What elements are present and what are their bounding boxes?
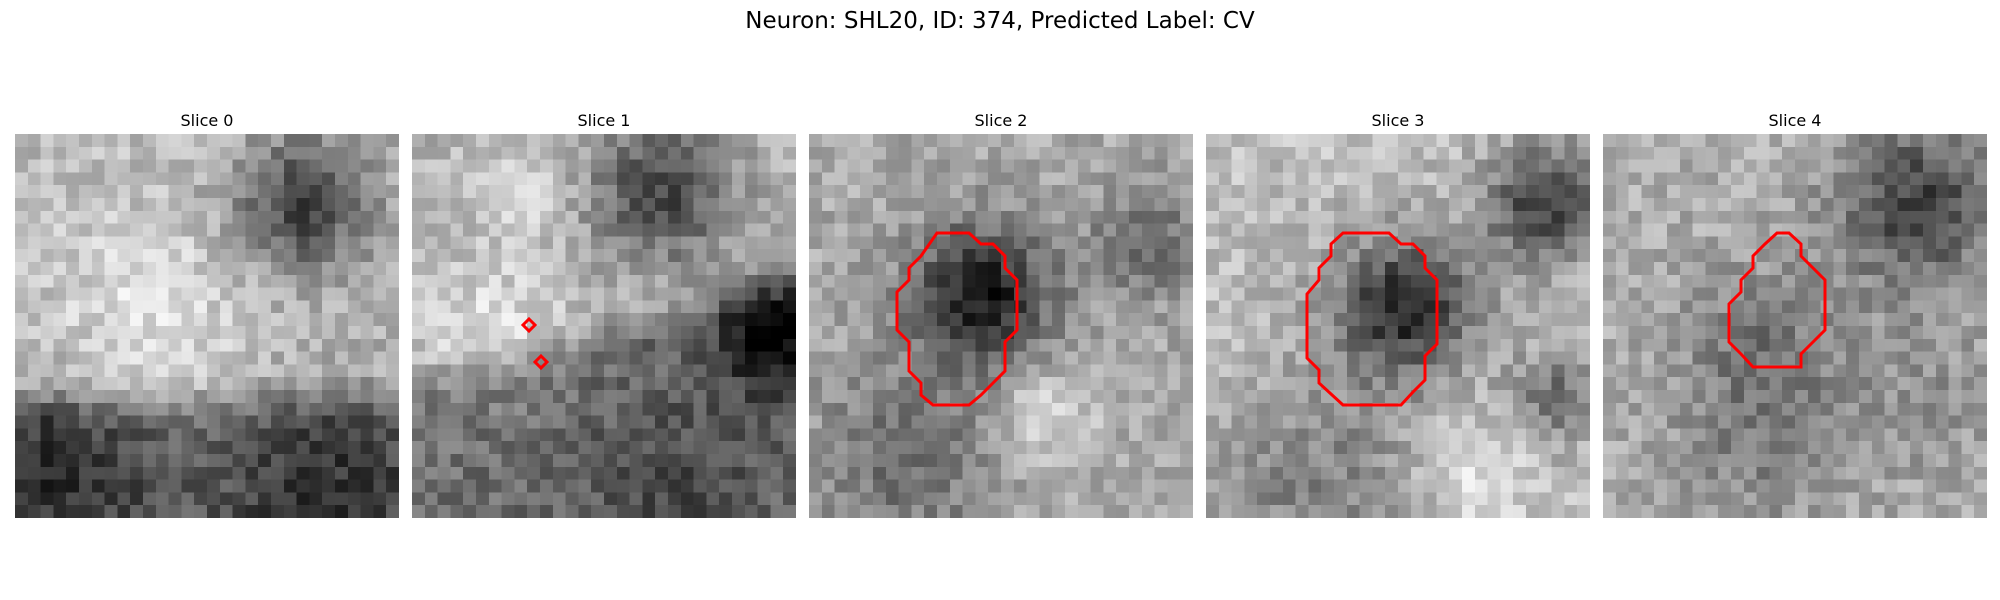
microscopy-image xyxy=(15,134,399,518)
slice-image-2 xyxy=(809,134,1193,518)
contour-overlay xyxy=(1305,231,1439,407)
contour-outline xyxy=(1727,231,1827,369)
contour-outline xyxy=(895,231,1019,407)
slice-panel-0: Slice 0 xyxy=(15,108,399,518)
slice-title: Slice 2 xyxy=(974,111,1028,130)
slice-panel-1: Slice 1 xyxy=(412,108,796,518)
slice-title: Slice 4 xyxy=(1768,111,1822,130)
slice-image-0 xyxy=(15,134,399,518)
contour-marker xyxy=(520,316,538,334)
slice-panel-2: Slice 2 xyxy=(809,108,1193,518)
contour-overlay xyxy=(1727,231,1827,369)
slice-panel-3: Slice 3 xyxy=(1206,108,1590,518)
contour-overlay xyxy=(895,231,1019,407)
slice-image-1 xyxy=(412,134,796,518)
slice-image-3 xyxy=(1206,134,1590,518)
slice-title: Slice 3 xyxy=(1371,111,1425,130)
microscopy-image xyxy=(1206,134,1590,518)
figure-title: Neuron: SHL20, ID: 374, Predicted Label:… xyxy=(745,8,1255,34)
contour-outline xyxy=(1305,231,1439,407)
slice-panel-4: Slice 4 xyxy=(1603,108,1987,518)
contour-marker xyxy=(532,353,550,371)
slice-title: Slice 0 xyxy=(180,111,234,130)
contour-overlay xyxy=(520,316,550,371)
microscopy-image xyxy=(809,134,1193,518)
microscopy-image xyxy=(412,134,796,518)
slice-image-4 xyxy=(1603,134,1987,518)
slice-title: Slice 1 xyxy=(577,111,631,130)
microscopy-image xyxy=(1603,134,1987,518)
